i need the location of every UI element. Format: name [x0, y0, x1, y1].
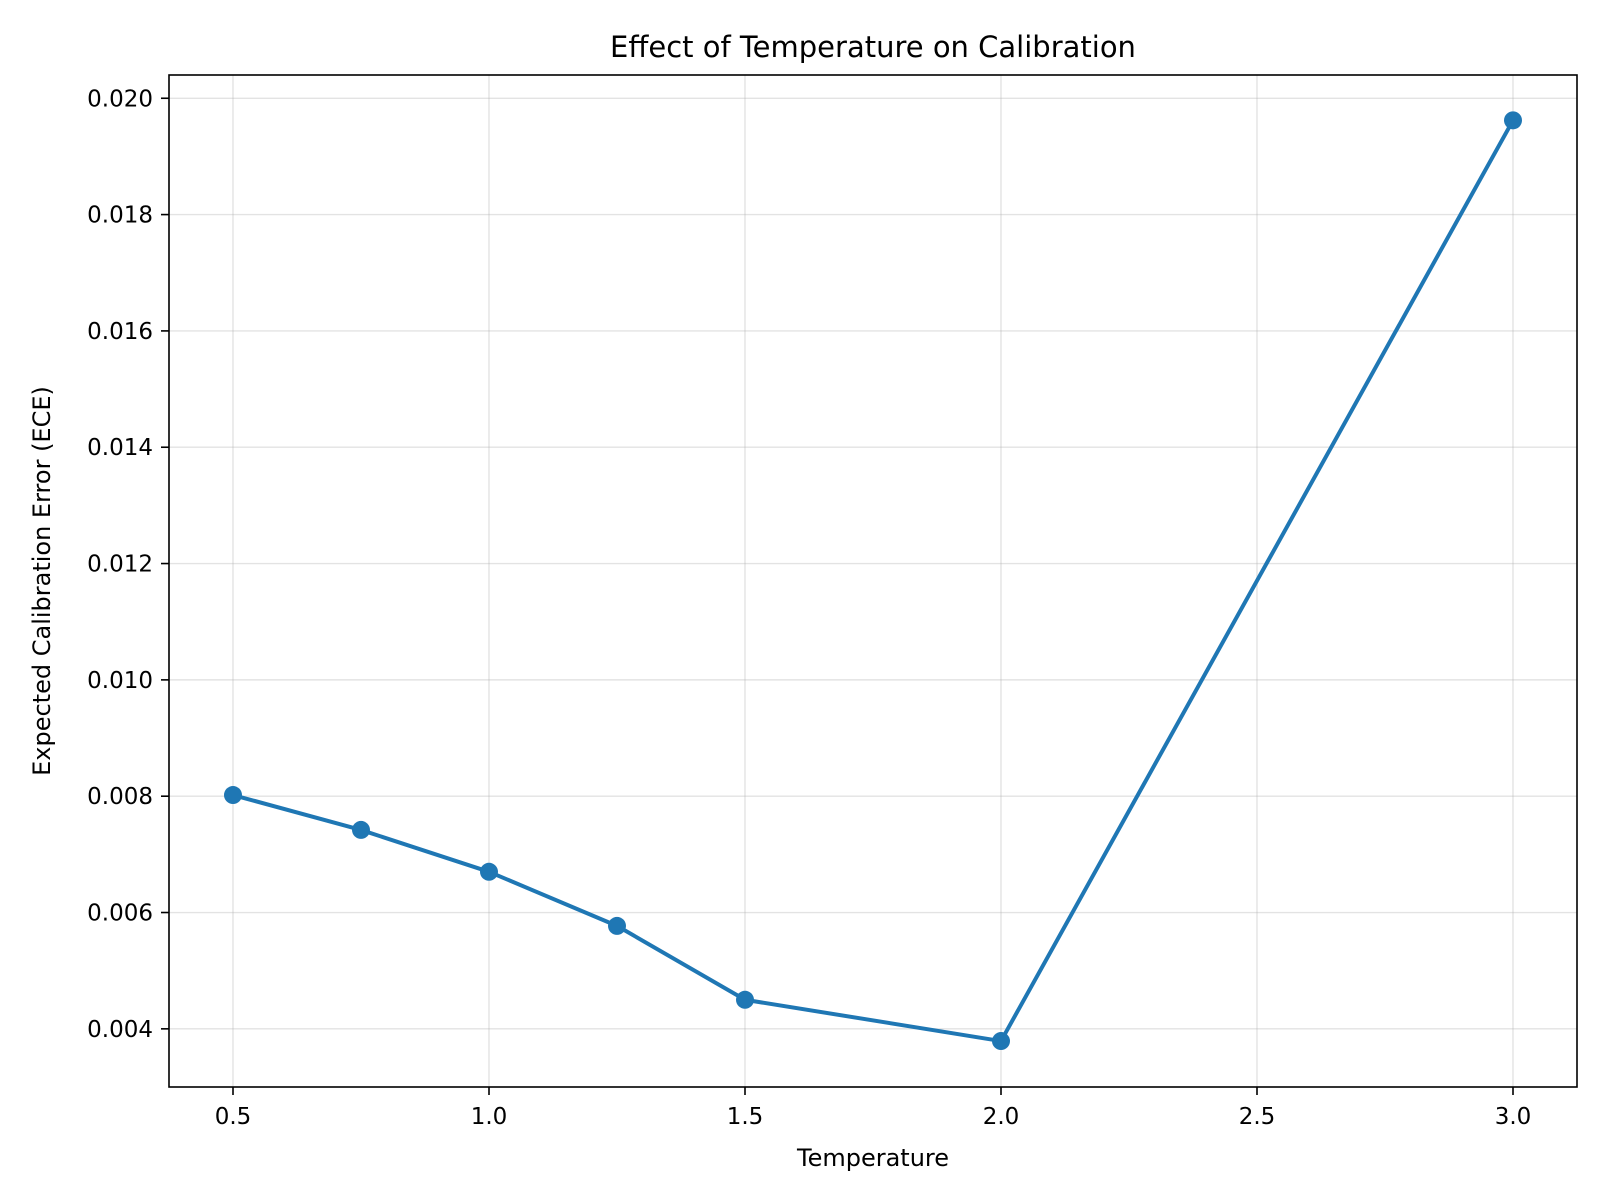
- data-point-0-6: [1504, 111, 1522, 130]
- x-axis: 0.5 1.0 1.5 2.0 2.5 3.0: [215, 1087, 1532, 1130]
- y-tick-label-1: 0.006: [87, 901, 153, 927]
- y-tick-label-2: 0.008: [87, 784, 153, 810]
- y-axis-title: Expected Calibration Error (ECE): [28, 386, 56, 776]
- data-point-0-0: [224, 786, 242, 805]
- series-layer: [224, 111, 1522, 1051]
- y-tick-label-0: 0.004: [87, 1017, 153, 1043]
- x-tick-label-4: 2.5: [1239, 1104, 1276, 1130]
- plot-frame: [168, 74, 1578, 1088]
- y-tick-label-6: 0.016: [87, 319, 153, 345]
- y-tick-label-5: 0.014: [87, 435, 153, 461]
- y-tick-label-3: 0.010: [87, 668, 153, 694]
- chart-title: Effect of Temperature on Calibration: [610, 30, 1136, 64]
- x-tick-label-0: 0.5: [215, 1104, 252, 1130]
- data-point-0-3: [608, 916, 626, 935]
- x-tick-label-1: 1.0: [471, 1104, 508, 1130]
- y-tick-label-8: 0.020: [87, 86, 153, 112]
- data-point-0-4: [736, 990, 754, 1009]
- data-point-0-2: [480, 862, 498, 881]
- x-tick-label-3: 2.0: [983, 1104, 1020, 1130]
- y-tick-label-4: 0.012: [87, 552, 153, 578]
- y-axis: 0.004 0.006 0.008 0.010 0.012 0.014 0.016 0.018…: [87, 86, 169, 1043]
- data-point-0-5: [992, 1032, 1010, 1051]
- x-axis-title: Temperature: [796, 1144, 949, 1172]
- x-tick-label-2: 1.5: [727, 1104, 764, 1130]
- data-point-0-1: [352, 820, 370, 839]
- x-tick-label-5: 3.0: [1495, 1104, 1532, 1130]
- y-tick-label-7: 0.018: [87, 203, 153, 229]
